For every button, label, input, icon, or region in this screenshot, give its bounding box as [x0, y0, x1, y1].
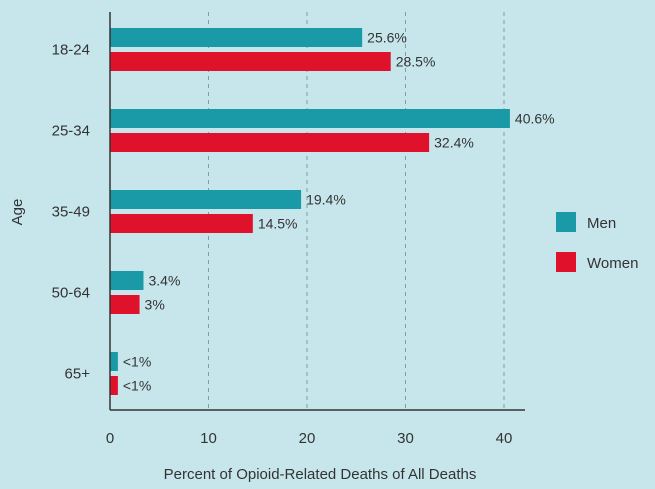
- x-tick-label-0: 0: [106, 430, 114, 447]
- category-label-4: 65+: [65, 366, 91, 383]
- x-tick-label-10: 10: [200, 430, 217, 447]
- category-label-0: 18-24: [52, 42, 90, 59]
- bar-women-1: [110, 133, 430, 152]
- data-label-women-4: <1%: [123, 378, 151, 394]
- legend-label-women: Women: [587, 255, 638, 272]
- legend-label-men: Men: [587, 215, 616, 232]
- category-label-3: 50-64: [52, 285, 90, 302]
- data-label-men-0: 25.6%: [367, 30, 407, 46]
- bar-men-1: [110, 109, 510, 128]
- bar-men-2: [110, 190, 302, 209]
- data-label-men-2: 19.4%: [306, 192, 346, 208]
- data-label-men-1: 40.6%: [515, 111, 555, 127]
- data-label-men-3: 3.4%: [148, 273, 180, 289]
- x-tick-label-40: 40: [496, 430, 513, 447]
- data-label-men-4: <1%: [123, 354, 151, 370]
- legend-swatch-women: [556, 252, 576, 272]
- data-label-women-1: 32.4%: [434, 135, 474, 151]
- x-tick-label-20: 20: [299, 430, 316, 447]
- bar-women-2: [110, 214, 253, 233]
- bar-women-4: [110, 376, 118, 395]
- legend-swatch-men: [556, 212, 576, 232]
- data-label-women-0: 28.5%: [396, 54, 436, 70]
- bar-men-3: [110, 271, 144, 290]
- bar-men-0: [110, 28, 363, 47]
- bar-men-4: [110, 352, 118, 371]
- y-axis-title: Age: [9, 199, 26, 226]
- x-axis-title: Percent of Opioid-Related Deaths of All …: [164, 466, 477, 483]
- category-label-2: 35-49: [52, 204, 90, 221]
- bar-women-0: [110, 52, 391, 71]
- category-label-1: 25-34: [52, 123, 90, 140]
- bar-women-3: [110, 295, 140, 314]
- data-label-women-2: 14.5%: [258, 216, 298, 232]
- x-tick-label-30: 30: [397, 430, 414, 447]
- data-label-women-3: 3%: [145, 297, 165, 313]
